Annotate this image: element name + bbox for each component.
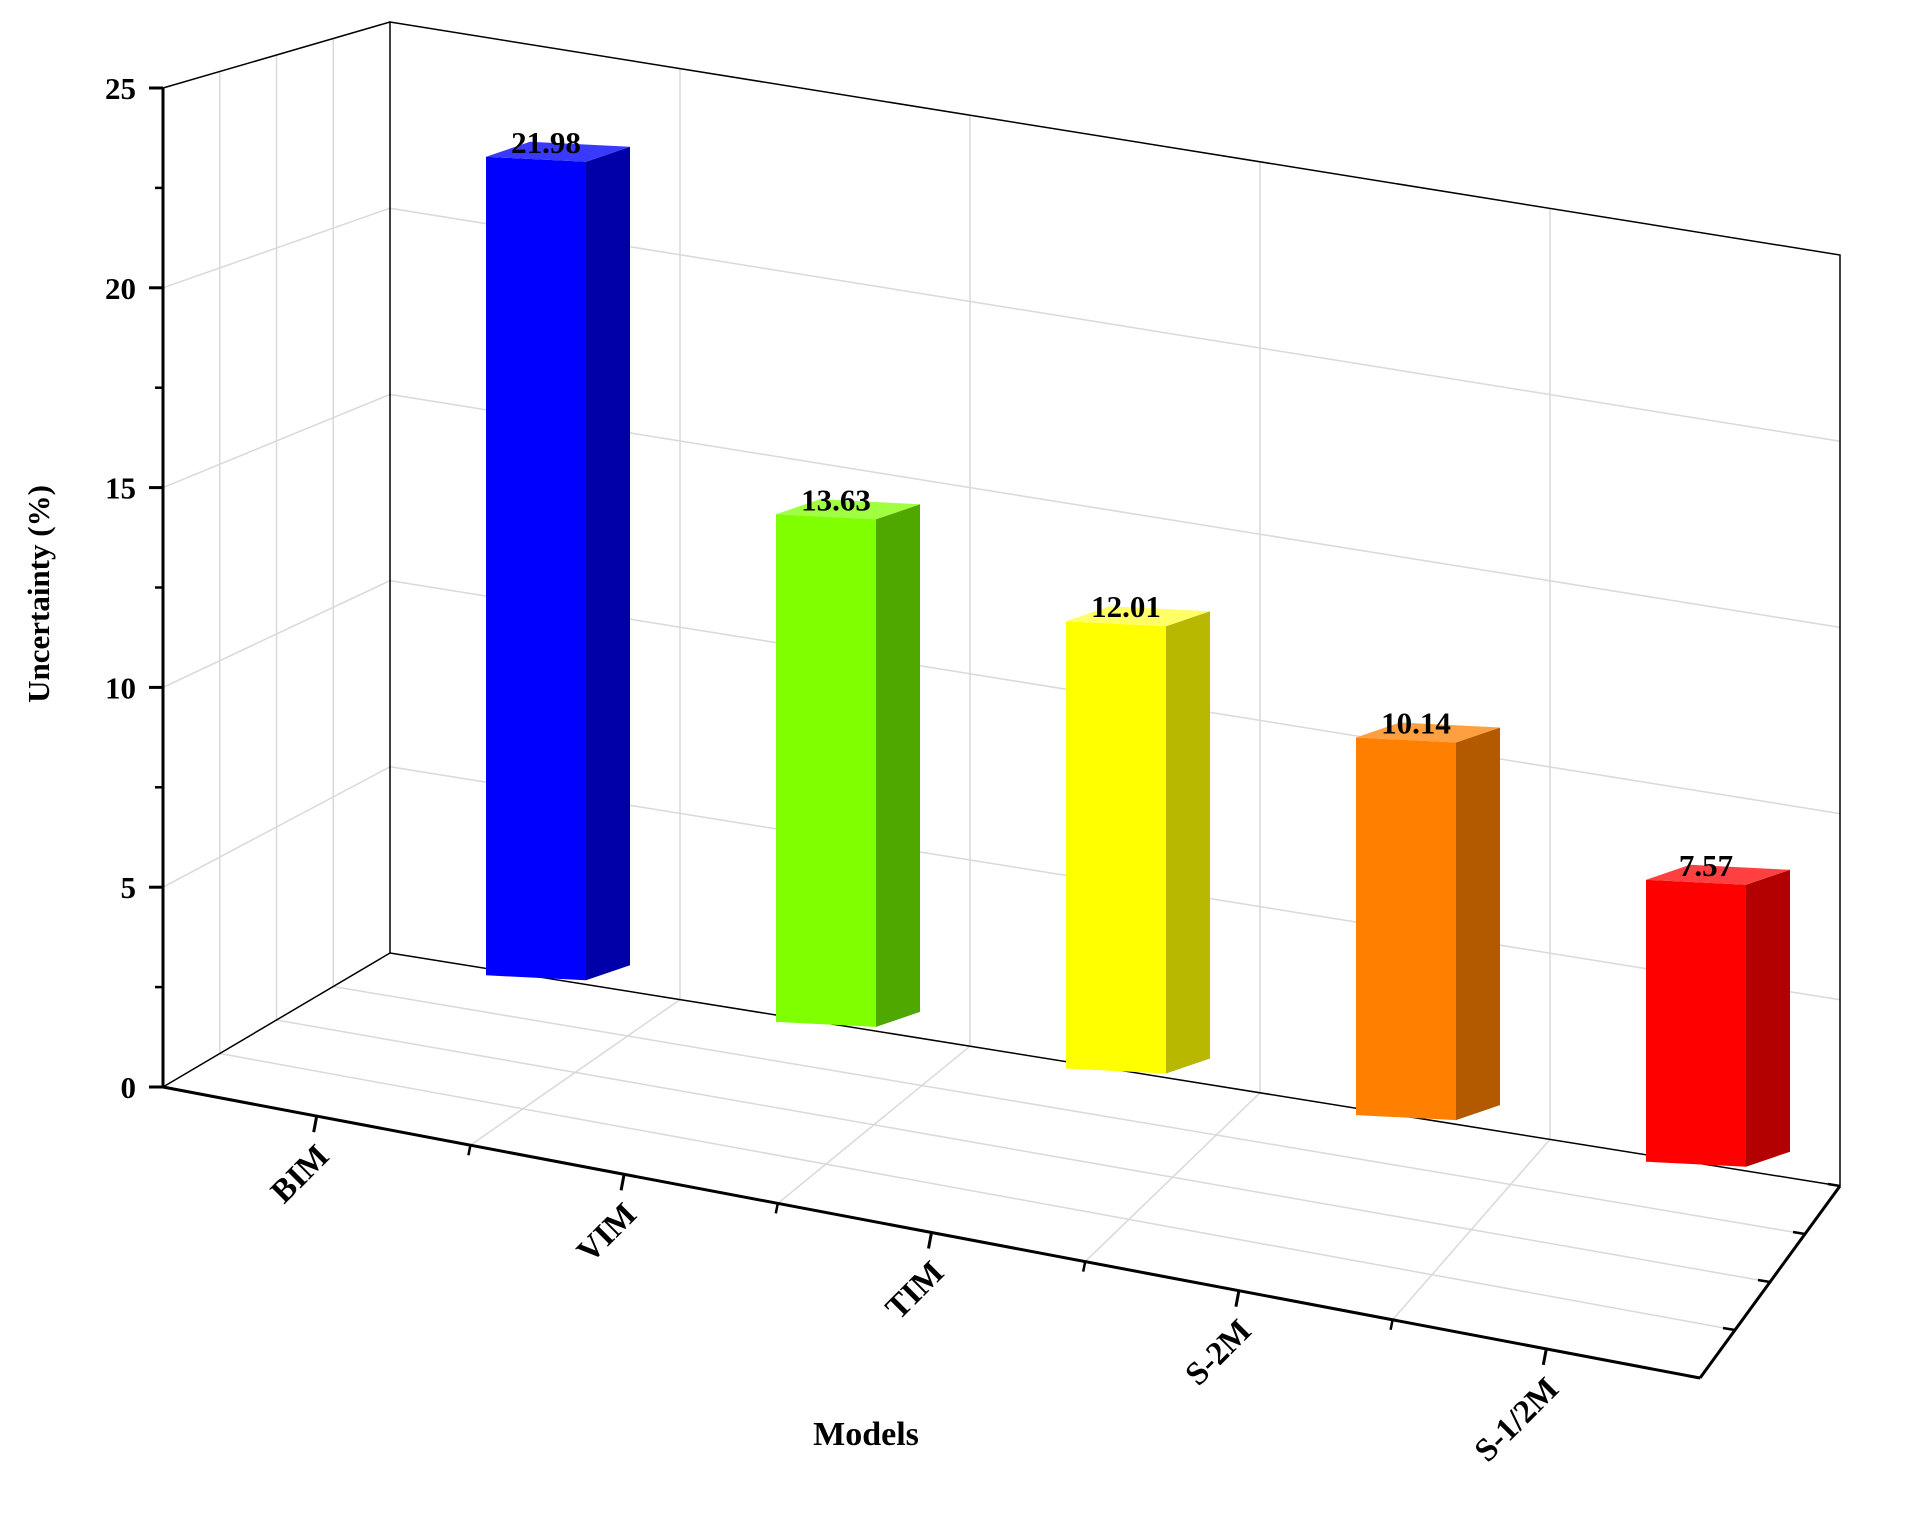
x-minor-tick-1 xyxy=(467,1144,472,1156)
data-label: 21.98 xyxy=(511,125,581,160)
floor-grid-z-2 xyxy=(276,1019,1771,1283)
data-label: 12.01 xyxy=(1091,589,1161,624)
x-minor-tick-3 xyxy=(1081,1261,1087,1272)
y-tick-label: 10 xyxy=(105,670,136,705)
x-tick-2 xyxy=(927,1232,933,1249)
data-label: 7.57 xyxy=(1679,848,1733,883)
data-label: 10.14 xyxy=(1381,705,1451,740)
y-tick-label: 20 xyxy=(105,271,136,306)
bar xyxy=(776,514,876,1027)
bar xyxy=(1356,737,1456,1121)
depth-axis-tick-1 xyxy=(1722,1326,1736,1332)
x-tick-label: S-1/2M xyxy=(1468,1371,1566,1469)
back-wall-frame xyxy=(389,21,1841,1186)
back-wall-hgrid-3 xyxy=(389,393,1841,629)
left-wall-top-edge xyxy=(162,21,391,89)
x-tick-label: TIM xyxy=(879,1255,951,1327)
depth-axis-tick-2 xyxy=(1757,1278,1771,1284)
bar-top xyxy=(776,499,920,520)
chart-grid xyxy=(162,38,1841,1331)
x-tick-label: BIM xyxy=(264,1138,336,1210)
bar-top xyxy=(1066,606,1210,627)
bar xyxy=(1066,621,1166,1074)
depth-axis-tick-3 xyxy=(1792,1230,1806,1236)
y-tick-label: 15 xyxy=(105,471,136,506)
y-tick-label: 25 xyxy=(105,71,136,106)
x-tick-label: S-2M xyxy=(1179,1313,1259,1393)
bar xyxy=(1646,879,1746,1167)
bar-side xyxy=(1166,611,1210,1074)
x-minor-tick-2 xyxy=(774,1203,780,1214)
depth-axis-tick-4 xyxy=(1827,1182,1841,1188)
depth-axis-tick-0 xyxy=(1687,1374,1701,1380)
y-tick-label: 0 xyxy=(121,1070,137,1105)
chart-bars xyxy=(486,141,1790,1167)
x-axis-label: Models xyxy=(813,1416,919,1453)
bar-side xyxy=(1746,869,1790,1167)
back-wall-hgrid-4 xyxy=(389,207,1841,442)
x-tick-1 xyxy=(619,1174,626,1191)
x-tick-3 xyxy=(1234,1290,1241,1307)
bar-side xyxy=(876,504,920,1027)
bar-top xyxy=(486,141,630,162)
x-minor-tick-4 xyxy=(1389,1319,1394,1331)
x-tick-0 xyxy=(312,1115,319,1133)
bar-side xyxy=(586,146,630,981)
floor-grid-z-1 xyxy=(219,1052,1736,1331)
data-label: 13.63 xyxy=(801,482,871,517)
floor-left-edge xyxy=(162,952,391,1088)
y-tick-label: 5 xyxy=(121,870,137,905)
bar-side xyxy=(1456,727,1500,1121)
x-tick-4 xyxy=(1541,1348,1548,1366)
bar-top xyxy=(1356,722,1500,743)
floor-grid-z-3 xyxy=(333,985,1806,1235)
bar-top xyxy=(1646,864,1790,885)
chart-axes xyxy=(149,21,1842,1380)
bar xyxy=(486,156,586,981)
y-axis-label: Uncertainty (%) xyxy=(21,485,56,703)
x-tick-label: VIM xyxy=(570,1197,643,1270)
